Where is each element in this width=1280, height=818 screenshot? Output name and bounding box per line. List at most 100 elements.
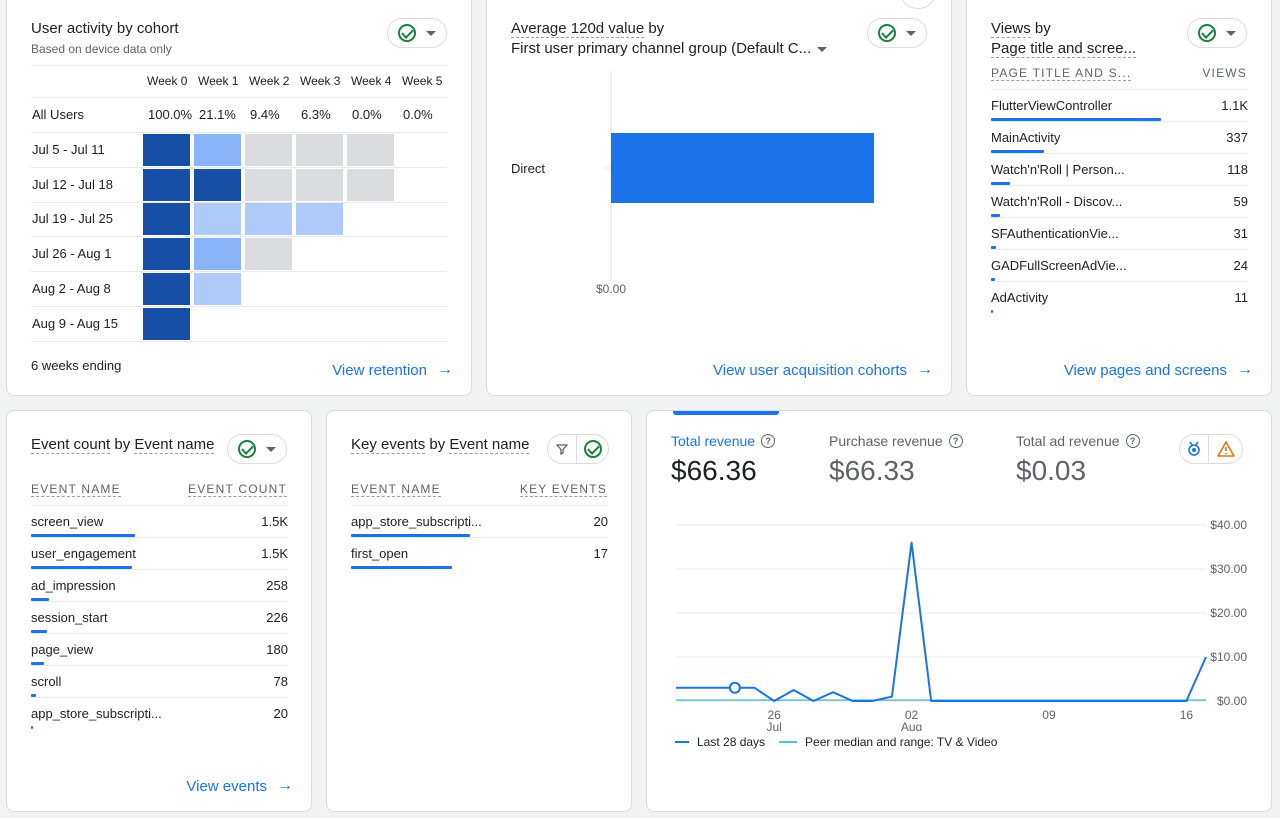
row-value: 59 [1233, 194, 1248, 209]
events-col-name[interactable]: EVENT NAME [31, 482, 121, 497]
row-value: 118 [1227, 162, 1248, 177]
insights-button[interactable] [1179, 434, 1209, 464]
cohort-cell[interactable] [245, 134, 292, 166]
pages-col-value[interactable]: VIEWS [1202, 66, 1247, 80]
key-events-status-button[interactable] [577, 434, 609, 464]
cohort-cell[interactable] [143, 272, 190, 305]
ad-revenue-tab[interactable]: Total ad revenue ? [1016, 433, 1140, 449]
cohort-cell[interactable] [194, 134, 241, 166]
row-share-bar [31, 534, 135, 537]
cohort-row-label: Jul 26 - Aug 1 [32, 246, 112, 262]
pages-metric[interactable]: Views [991, 20, 1031, 38]
acquisition-metric[interactable]: Average 120d value [511, 20, 645, 38]
row-value: 1.5K [261, 546, 288, 561]
warning-button[interactable] [1209, 434, 1243, 464]
table-row[interactable]: first_open 17 [351, 537, 608, 569]
view-acquisition-cohorts-link[interactable]: View user acquisition cohorts → [713, 361, 933, 379]
check-circle-icon [878, 24, 896, 42]
events-dimension[interactable]: Event name [134, 436, 215, 454]
check-circle-icon [238, 440, 256, 458]
view-pages-link[interactable]: View pages and screens → [1064, 361, 1253, 379]
cohort-cell[interactable] [143, 168, 190, 201]
purchase-revenue-tab[interactable]: Purchase revenue ? [829, 433, 963, 449]
y-tick-label: $30.00 [1210, 562, 1247, 576]
cohort-row-line [31, 340, 447, 342]
table-row[interactable]: app_store_subscripti... 20 [351, 505, 608, 537]
cohort-cell[interactable] [245, 203, 292, 236]
cohort-cell[interactable] [194, 238, 241, 271]
key-events-col-value[interactable]: KEY EVENTS [519, 482, 607, 497]
events-metric[interactable]: Event count [31, 436, 111, 454]
cohort-cell[interactable] [194, 203, 241, 236]
cohort-cell[interactable] [296, 203, 343, 236]
cohort-week-header: Week 4 [351, 74, 392, 88]
table-row[interactable]: scroll 78 [31, 665, 288, 697]
cohort-cell[interactable] [143, 203, 190, 236]
row-value: 258 [266, 578, 288, 593]
cohort-row-line [31, 236, 447, 238]
cohort-cell[interactable] [347, 168, 394, 201]
cohort-week-header: Week 5 [402, 74, 443, 88]
cohort-footer: 6 weeks ending [31, 358, 122, 373]
cohort-cell[interactable] [245, 238, 292, 271]
table-row[interactable]: app_store_subscripti... 20 [31, 697, 288, 729]
cohort-status-button[interactable] [387, 18, 447, 48]
help-icon[interactable]: ? [1125, 434, 1140, 448]
row-share-bar [991, 310, 993, 313]
help-icon[interactable]: ? [761, 434, 776, 448]
table-row[interactable]: page_view 180 [31, 633, 288, 665]
chart-legend: Last 28 days Peer median and range: TV &… [675, 735, 997, 749]
warning-icon [1216, 441, 1235, 457]
cohort-week-header: Week 1 [198, 74, 239, 88]
view-events-link[interactable]: View events → [186, 777, 293, 795]
table-row[interactable]: MainActivity 337 [991, 121, 1248, 153]
filter-button[interactable] [547, 434, 577, 464]
table-row[interactable]: GADFullScreenAdVie... 24 [991, 249, 1248, 281]
table-row[interactable]: user_engagement 1.5K [31, 537, 288, 569]
key-events-metric[interactable]: Key events [351, 436, 426, 454]
row-value: 11 [1234, 290, 1249, 305]
cohort-cell[interactable] [347, 134, 394, 166]
help-icon[interactable]: ? [948, 434, 963, 448]
total-revenue-tab[interactable]: Total revenue ? [671, 433, 776, 449]
pages-dimension[interactable]: Page title and scree... [991, 39, 1137, 59]
table-row[interactable]: screen_view 1.5K [31, 505, 288, 537]
cohort-cell[interactable] [245, 168, 292, 201]
view-pages-label: View pages and screens [1063, 361, 1227, 379]
cohort-cell[interactable] [296, 168, 343, 201]
collapse-button[interactable] [902, 0, 934, 9]
cohort-cell[interactable] [194, 272, 241, 305]
pages-col-name[interactable]: PAGE TITLE AND S... [991, 66, 1132, 81]
acquisition-card: Average 120d value by First user primary… [486, 0, 952, 396]
award-icon [1188, 441, 1200, 456]
acquisition-status-button[interactable] [867, 18, 927, 48]
cohort-cell[interactable] [143, 307, 190, 340]
row-share-bar [31, 598, 49, 601]
view-retention-link[interactable]: View retention → [332, 361, 453, 379]
cohort-cell[interactable] [296, 134, 343, 166]
revenue-card: Total revenue ? $66.36 Purchase revenue … [646, 410, 1272, 812]
table-row[interactable]: ad_impression 258 [31, 569, 288, 601]
table-row[interactable]: session_start 226 [31, 601, 288, 633]
active-tab-indicator [673, 411, 779, 415]
row-label: screen_view [31, 514, 104, 529]
ad-revenue-value: $0.03 [1016, 455, 1087, 486]
caret-down-icon [426, 30, 436, 36]
events-col-value[interactable]: EVENT COUNT [188, 482, 287, 497]
cohort-cell[interactable] [194, 168, 241, 201]
pages-status-button[interactable] [1187, 18, 1247, 48]
events-status-button[interactable] [227, 434, 287, 464]
cohort-cell[interactable] [143, 134, 190, 166]
table-row[interactable]: AdActivity 11 [991, 281, 1248, 313]
x-tick-day: 09 [1042, 708, 1056, 722]
row-share-bar [31, 566, 132, 569]
cohort-cell[interactable] [143, 238, 190, 271]
table-row[interactable]: Watch'n'Roll - Discov... 59 [991, 185, 1248, 217]
x-tick-day: 02 [905, 708, 919, 722]
table-row[interactable]: SFAuthenticationVie... 31 [991, 217, 1248, 249]
acquisition-dimension-select[interactable]: First user primary channel group (Defaul… [511, 39, 828, 59]
table-row[interactable]: Watch'n'Roll | Person... 118 [991, 153, 1248, 185]
table-row[interactable]: FlutterViewController 1.1K [991, 89, 1248, 121]
key-events-col-name[interactable]: EVENT NAME [351, 482, 441, 497]
key-events-dimension[interactable]: Event name [449, 436, 530, 454]
